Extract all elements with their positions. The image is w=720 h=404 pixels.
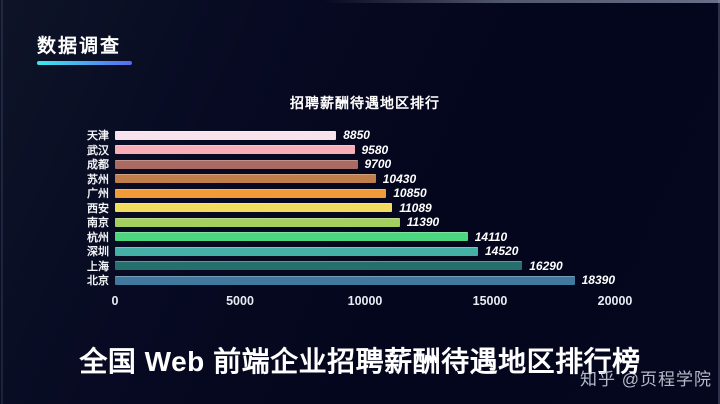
bar-value: 11390 bbox=[406, 215, 440, 230]
bar bbox=[115, 188, 387, 198]
chart-row: 西安 11089 bbox=[0, 201, 720, 216]
bar-track: 18390 bbox=[115, 273, 615, 287]
x-tick-label: 0 bbox=[111, 294, 119, 308]
chart-title: 招聘薪酬待遇地区排行 bbox=[290, 95, 440, 111]
bar-label: 南京 bbox=[87, 217, 109, 230]
bar-value: 18390 bbox=[581, 273, 615, 288]
bar-track: 14110 bbox=[115, 230, 615, 244]
bar-label: 杭州 bbox=[87, 231, 109, 244]
bar bbox=[115, 174, 376, 184]
bar-track: 9580 bbox=[115, 143, 615, 157]
chart-row: 广州 10850 bbox=[0, 186, 720, 201]
bar-track: 16290 bbox=[115, 259, 615, 273]
x-tick-label: 5000 bbox=[226, 294, 254, 308]
bar bbox=[115, 145, 355, 155]
page-title: 数据调查 bbox=[37, 36, 122, 57]
bar-value: 9700 bbox=[364, 157, 392, 172]
bar-label: 北京 bbox=[87, 275, 109, 288]
x-tick-label: 20000 bbox=[597, 294, 633, 308]
watermark: 知乎 @页程学院 bbox=[580, 370, 712, 389]
bar-label: 深圳 bbox=[87, 246, 109, 259]
x-tick-label: 10000 bbox=[347, 294, 383, 308]
bar bbox=[115, 130, 337, 140]
chart-row: 北京 18390 bbox=[0, 273, 720, 288]
bar bbox=[115, 246, 478, 256]
bar-label: 苏州 bbox=[87, 173, 109, 186]
bar bbox=[115, 261, 523, 271]
bar-value: 14110 bbox=[474, 229, 508, 244]
bar-track: 9700 bbox=[115, 157, 615, 171]
bar bbox=[115, 203, 393, 213]
chart-row: 武汉 9580 bbox=[0, 143, 720, 158]
chart-row: 上海 16290 bbox=[0, 259, 720, 274]
chart-row: 杭州 14110 bbox=[0, 230, 720, 245]
x-tick-label: 15000 bbox=[472, 294, 508, 308]
bar-value: 11089 bbox=[399, 200, 432, 215]
bar-track: 8850 bbox=[115, 128, 615, 142]
screen-top-edge bbox=[0, 0, 720, 3]
bar-track: 10430 bbox=[115, 172, 615, 186]
chart-rows: 天津 8850 武汉 9580 成都 9700 苏州 10430 广州 1085… bbox=[0, 128, 720, 288]
bar-label: 成都 bbox=[87, 159, 109, 172]
bar-value: 16290 bbox=[529, 258, 563, 273]
bar-track: 14520 bbox=[115, 244, 615, 258]
screen-right-edge bbox=[718, 0, 720, 404]
chart-row: 天津 8850 bbox=[0, 128, 720, 143]
bar-label: 天津 bbox=[87, 130, 109, 143]
bar-track: 11089 bbox=[115, 201, 615, 215]
bar-value: 10850 bbox=[393, 186, 427, 201]
bar-label: 武汉 bbox=[87, 144, 109, 157]
bar bbox=[115, 275, 575, 285]
bar-label: 广州 bbox=[87, 188, 109, 201]
slide-caption: 全国 Web 前端企业招聘薪酬待遇地区排行榜 bbox=[79, 346, 641, 377]
chart-row: 成都 9700 bbox=[0, 157, 720, 172]
bar bbox=[115, 232, 468, 242]
bar-value: 10430 bbox=[382, 171, 417, 186]
bar-track: 10850 bbox=[115, 186, 615, 200]
bar-track: 11390 bbox=[115, 215, 615, 229]
bar-value: 8850 bbox=[343, 128, 370, 143]
bar-label: 西安 bbox=[87, 202, 109, 215]
x-axis: 0 5000 10000 15000 20000 bbox=[111, 294, 633, 310]
chart-row: 深圳 14520 bbox=[0, 244, 720, 259]
bar-value: 9580 bbox=[361, 142, 389, 157]
title-underline bbox=[37, 61, 132, 65]
bar bbox=[115, 217, 400, 227]
bar bbox=[115, 159, 358, 169]
chart-row: 南京 11390 bbox=[0, 215, 720, 230]
chart-row: 苏州 10430 bbox=[0, 172, 720, 187]
screen-left-edge bbox=[1, 0, 3, 404]
bar-value: 14520 bbox=[485, 244, 519, 259]
bar-label: 上海 bbox=[87, 260, 109, 273]
